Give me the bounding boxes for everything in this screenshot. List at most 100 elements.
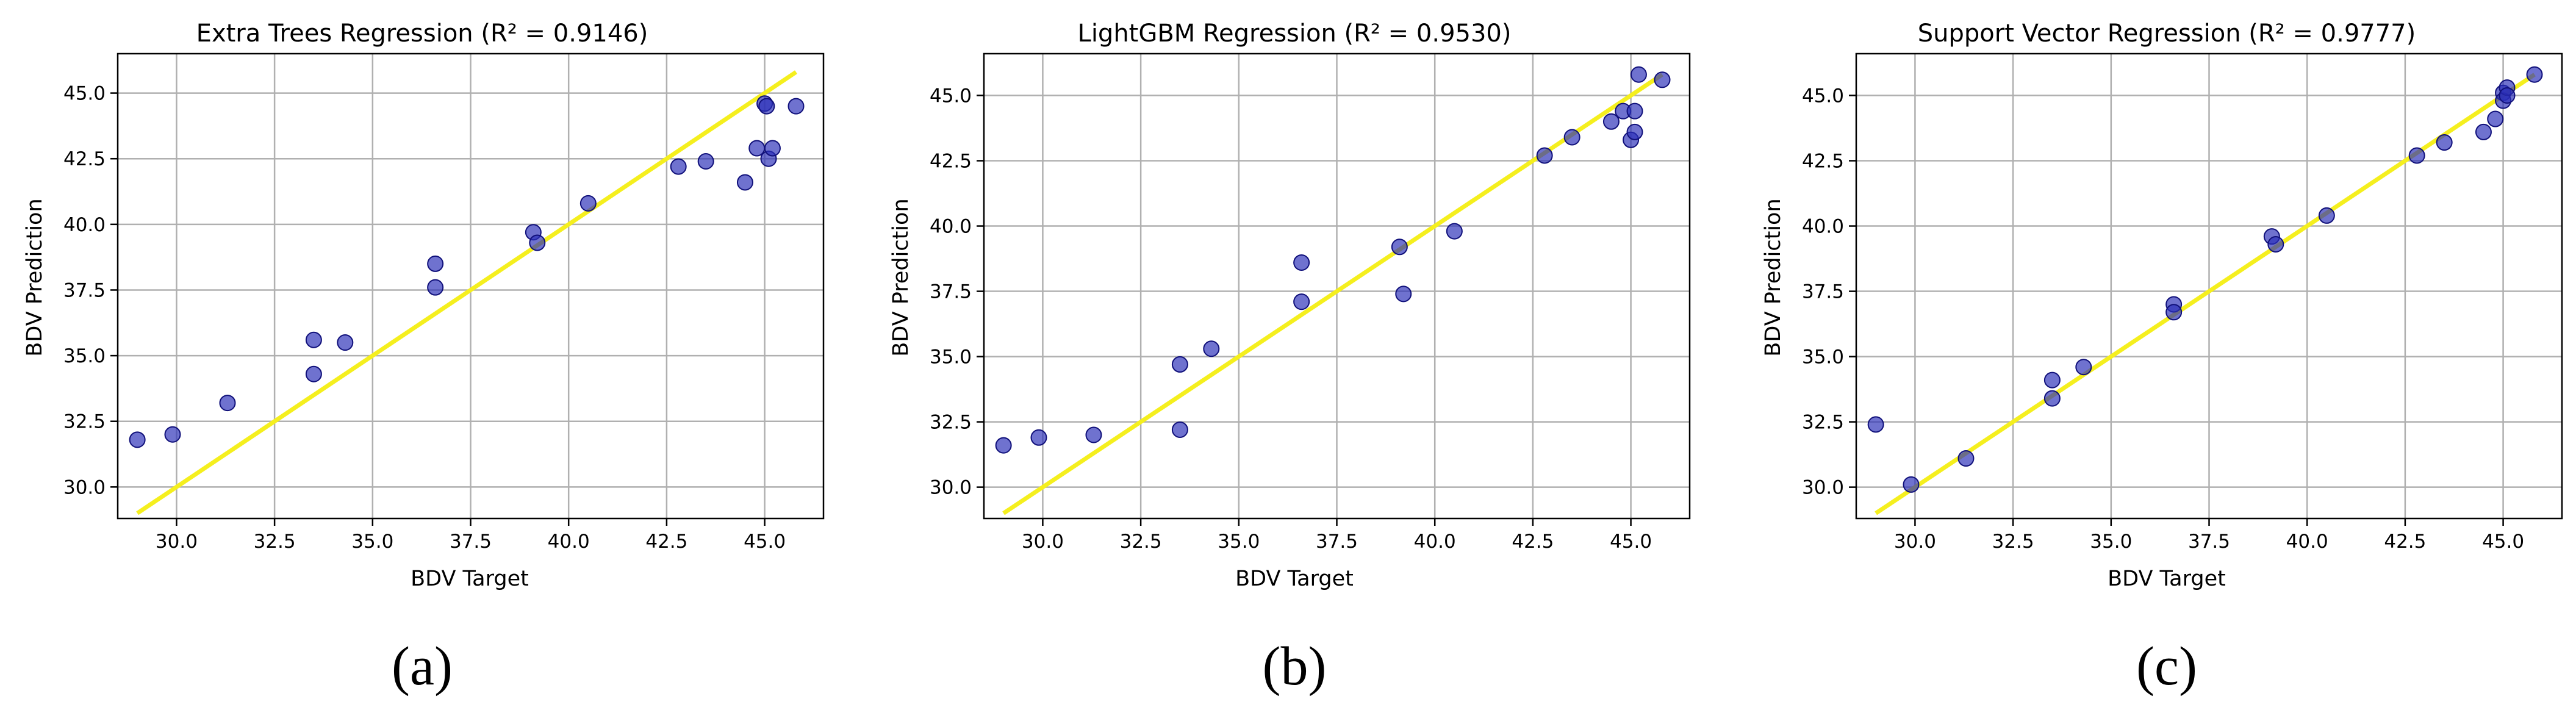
x-axis-label: BDV Target [1235,567,1354,591]
scatter-point [1654,71,1671,88]
scatter-point [1536,147,1553,164]
x-tick-label: 30.0 [1894,531,1936,553]
grid [1856,54,2562,518]
scatter-point [1626,123,1643,140]
y-tick-label: 35.0 [930,346,972,368]
scatter-point [2043,371,2061,389]
scatter-point [2318,207,2335,224]
scatter-point [427,255,444,272]
scatter-point [305,331,322,348]
panel-caption: (b) [1263,636,1327,697]
scatter-point [2043,390,2061,407]
scatter-point [1626,102,1643,120]
y-tick-label: 40.0 [930,216,972,238]
scatter-point [788,98,805,115]
y-tick-label: 42.5 [1802,151,1844,173]
scatter-point [1602,113,1620,130]
y-ticks: 30.0 32.5 35.0 37.5 40.0 42.5 45.0 [63,83,118,498]
x-tick-label: 40.0 [2286,531,2328,553]
scatter-point [764,140,781,157]
scatter-point [1867,416,1884,433]
y-ticks: 30.0 32.5 35.0 37.5 40.0 42.5 45.0 [1802,85,1856,499]
y-tick-label: 42.5 [930,151,972,173]
y-tick-label: 30.0 [1802,477,1844,499]
y-tick-label: 45.0 [63,83,106,105]
fit-line [136,70,797,515]
x-ticks: 30.0 32.5 35.0 37.5 40.0 42.5 45.0 [1894,518,2524,553]
scatter-point [2267,236,2284,253]
y-tick-label: 45.0 [930,85,972,107]
x-tick-label: 37.5 [1316,531,1358,553]
scatter-point [337,334,354,351]
x-tick-label: 37.5 [2188,531,2230,553]
panel-title: LightGBM Regression (R² = 0.9530) [1078,20,1512,48]
x-ticks: 30.0 32.5 35.0 37.5 40.0 42.5 45.0 [156,518,786,553]
x-tick-label: 42.5 [1512,531,1554,553]
y-ticks: 30.0 32.5 35.0 37.5 40.0 42.5 45.0 [930,85,984,499]
scatter-point [1446,223,1463,240]
scatter-point [1203,340,1220,357]
scatter-point [1563,129,1580,146]
y-tick-label: 37.5 [1802,281,1844,303]
y-tick-label: 40.0 [63,214,106,236]
y-tick-label: 32.5 [63,411,106,433]
scatter-point [1957,450,1975,467]
scatter-point [1391,239,1408,256]
fit-line [1875,73,2536,515]
scatter-point [305,365,322,382]
scatter-point [1293,293,1310,310]
scatter-point [1630,66,1647,83]
x-tick-label: 32.5 [1992,531,2034,553]
scatter-points [1867,66,2543,493]
panel-title: Support Vector Regression (R² = 0.9777) [1918,20,2416,48]
scatter-point [736,174,753,191]
y-tick-label: 32.5 [930,412,972,434]
x-tick-label: 45.0 [2482,531,2524,553]
scatter-point [1085,426,1102,443]
panel-c: 30.0 32.5 35.0 37.5 40.0 42.5 45.0 30.0 32.5 35.0… [1761,20,2563,697]
x-axis-label: BDV Target [2108,567,2226,591]
panel-caption: (a) [392,636,453,697]
scatter-point [758,98,775,115]
panel-b: 30.0 32.5 35.0 37.5 40.0 42.5 45.0 30.0 32.5 35.0… [889,20,1691,697]
scatter-point [1030,429,1047,446]
x-tick-label: 32.5 [254,531,296,553]
scatter-point [2436,134,2453,151]
scatter-point [670,158,687,175]
y-tick-label: 42.5 [63,148,106,170]
scatter-point [164,426,181,443]
panel-a: 30.0 32.5 35.0 37.5 40.0 42.5 45.0 30.0 32.5 35.0… [23,20,825,697]
scatter-point [2526,66,2543,83]
x-tick-label: 30.0 [156,531,198,553]
scatter-point [129,431,146,448]
scatter-point [2475,123,2492,140]
y-axis-label: BDV Prediction [1761,198,1785,356]
scatter-point [427,279,444,296]
fit-line [1002,73,1663,515]
y-axis-label: BDV Prediction [23,198,47,356]
scatter-point [1171,356,1188,373]
scatter-point [2499,87,2516,104]
scatter-point [2487,110,2504,127]
y-tick-label: 32.5 [1802,412,1844,434]
y-tick-label: 35.0 [1802,346,1844,368]
x-tick-label: 42.5 [645,531,687,553]
x-tick-label: 35.0 [1218,531,1260,553]
x-tick-label: 32.5 [1120,531,1162,553]
scatter-point [529,234,546,251]
y-tick-label: 37.5 [930,281,972,303]
scatter-points [995,66,1671,454]
scatter-point [748,140,766,157]
plot-area: 30.0 32.5 35.0 37.5 40.0 42.5 45.0 30.0 32.5 35.0… [63,52,825,553]
x-tick-label: 35.0 [351,531,393,553]
x-tick-label: 35.0 [2090,531,2132,553]
plot-area: 30.0 32.5 35.0 37.5 40.0 42.5 45.0 30.0 32.5 35.0… [930,52,1691,553]
x-axis-label: BDV Target [411,567,529,591]
scatter-point [995,437,1012,454]
scatter-point [1293,254,1310,271]
y-axis-label: BDV Prediction [889,198,913,356]
x-tick-label: 37.5 [450,531,492,553]
x-tick-label: 42.5 [2384,531,2426,553]
y-tick-label: 40.0 [1802,216,1844,238]
